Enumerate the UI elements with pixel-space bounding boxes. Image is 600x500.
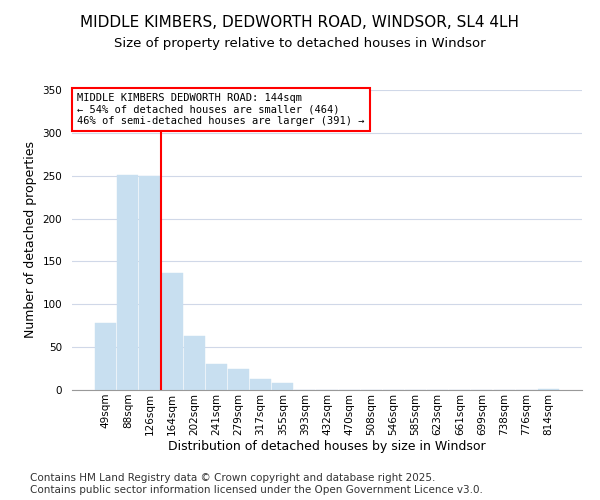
X-axis label: Distribution of detached houses by size in Windsor: Distribution of detached houses by size … (168, 440, 486, 454)
Bar (161, 274, 182, 390)
Bar (184, 336, 205, 390)
Bar (272, 383, 293, 390)
Bar (139, 176, 160, 390)
Y-axis label: Number of detached properties: Number of detached properties (24, 142, 37, 338)
Bar (228, 368, 249, 390)
Text: MIDDLE KIMBERS DEDWORTH ROAD: 144sqm
← 54% of detached houses are smaller (464)
: MIDDLE KIMBERS DEDWORTH ROAD: 144sqm ← 5… (77, 93, 365, 126)
Bar (538, 389, 559, 390)
Text: Contains HM Land Registry data © Crown copyright and database right 2025.
Contai: Contains HM Land Registry data © Crown c… (30, 474, 483, 495)
Bar (206, 364, 227, 390)
Text: MIDDLE KIMBERS, DEDWORTH ROAD, WINDSOR, SL4 4LH: MIDDLE KIMBERS, DEDWORTH ROAD, WINDSOR, … (80, 15, 520, 30)
Bar (118, 175, 139, 390)
Bar (250, 379, 271, 390)
Text: Size of property relative to detached houses in Windsor: Size of property relative to detached ho… (114, 38, 486, 51)
Bar (95, 323, 116, 390)
